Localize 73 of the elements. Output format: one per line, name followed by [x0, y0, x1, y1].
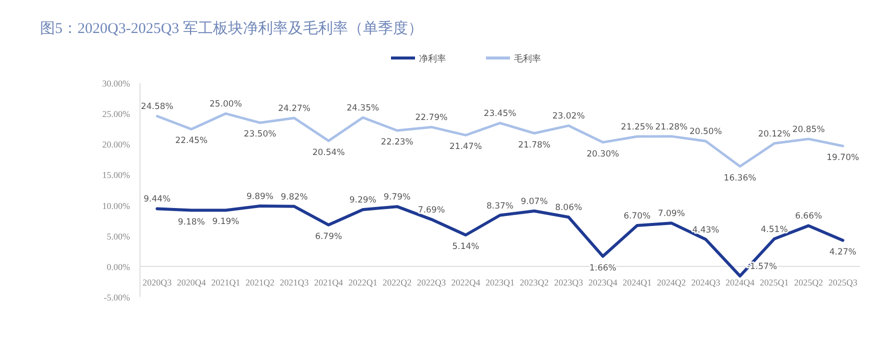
- x-tick-label: 2024Q1: [622, 277, 652, 288]
- y-tick-label: 25.00%: [102, 109, 130, 120]
- data-label: 23.02%: [552, 112, 585, 122]
- data-label: 4.51%: [760, 224, 788, 235]
- y-tick-label: 30.00%: [102, 78, 130, 88]
- data-label: 20.85%: [792, 124, 825, 135]
- x-tick-label: 2023Q2: [520, 277, 549, 288]
- x-tick-label: 2022Q1: [348, 277, 378, 288]
- x-tick-label: 2024Q4: [726, 277, 755, 288]
- data-label: 9.18%: [178, 217, 205, 228]
- data-label: 19.70%: [826, 152, 860, 163]
- y-tick-label: -5.00%: [104, 292, 130, 302]
- x-tick-label: 2021Q4: [314, 277, 344, 288]
- data-label: 6.66%: [795, 212, 822, 222]
- data-label: 9.82%: [280, 192, 308, 202]
- x-tick-label: 2021Q2: [246, 277, 274, 288]
- data-label: 4.43%: [692, 225, 720, 236]
- data-label: 20.50%: [690, 127, 722, 138]
- data-label: 24.58%: [140, 102, 174, 112]
- data-label: 1.66%: [589, 263, 616, 274]
- data-label: 21.47%: [450, 142, 482, 152]
- y-tick-label: 5.00%: [106, 231, 130, 242]
- data-label: 22.23%: [380, 138, 414, 148]
- y-tick-label: 0.00%: [106, 262, 130, 272]
- y-tick-label: 20.00%: [102, 140, 130, 150]
- data-label: 8.06%: [555, 203, 582, 214]
- data-label: 20.30%: [586, 149, 620, 160]
- data-label: 8.37%: [486, 201, 514, 212]
- x-tick-label: 2020Q4: [176, 277, 206, 288]
- data-label: 23.50%: [244, 130, 276, 140]
- chart-title: 图5：2020Q3-2025Q3 军工板块净利率及毛利率（单季度）: [40, 20, 423, 37]
- data-label: 21.28%: [655, 122, 688, 132]
- data-label: 5.14%: [452, 242, 480, 252]
- x-tick-label: 2020Q3: [142, 277, 172, 288]
- x-tick-label: 2021Q1: [211, 277, 240, 288]
- x-tick-label: 2024Q3: [691, 277, 721, 288]
- y-tick-label: 10.00%: [102, 200, 130, 211]
- x-tick-label: 2023Q4: [588, 277, 618, 288]
- data-label: 9.29%: [349, 196, 376, 206]
- x-tick-label: 2025Q2: [794, 277, 824, 288]
- data-label: 6.70%: [624, 211, 651, 222]
- data-label: 24.35%: [346, 104, 380, 114]
- data-label: 24.27%: [278, 104, 310, 114]
- data-label: 9.89%: [246, 192, 274, 202]
- data-label: 7.09%: [658, 209, 685, 220]
- x-tick-label: 2025Q3: [828, 277, 858, 288]
- data-label: 20.12%: [758, 129, 790, 140]
- legend-label: 净利率: [419, 54, 446, 64]
- data-label: 21.25%: [620, 122, 654, 132]
- x-tick-label: 2022Q4: [451, 277, 481, 288]
- data-label: 22.79%: [415, 113, 448, 124]
- x-tick-label: 2021Q3: [280, 277, 310, 288]
- x-tick-label: 2024Q2: [656, 277, 686, 288]
- x-tick-label: 2022Q3: [416, 277, 446, 288]
- data-label: 9.19%: [212, 217, 240, 228]
- x-tick-label: 2023Q3: [554, 277, 584, 288]
- x-tick-label: 2022Q2: [382, 277, 412, 288]
- data-label: 16.36%: [724, 173, 756, 184]
- data-label: 7.69%: [418, 205, 445, 216]
- data-label: 20.54%: [312, 148, 345, 158]
- data-label: 9.07%: [520, 196, 548, 207]
- data-label: 22.45%: [175, 136, 208, 146]
- x-tick-label: 2023Q1: [486, 277, 514, 288]
- y-tick-label: 15.00%: [102, 170, 130, 180]
- data-label: 25.00%: [210, 100, 242, 110]
- x-tick-label: 2025Q1: [760, 277, 789, 288]
- data-label: 23.45%: [484, 109, 516, 120]
- data-label: 9.44%: [144, 194, 171, 205]
- data-label: 21.78%: [518, 140, 550, 150]
- data-label: 4.27%: [829, 247, 856, 258]
- data-label: 9.79%: [384, 192, 411, 203]
- data-label: 6.79%: [315, 232, 342, 242]
- legend-label: 毛利率: [514, 54, 541, 64]
